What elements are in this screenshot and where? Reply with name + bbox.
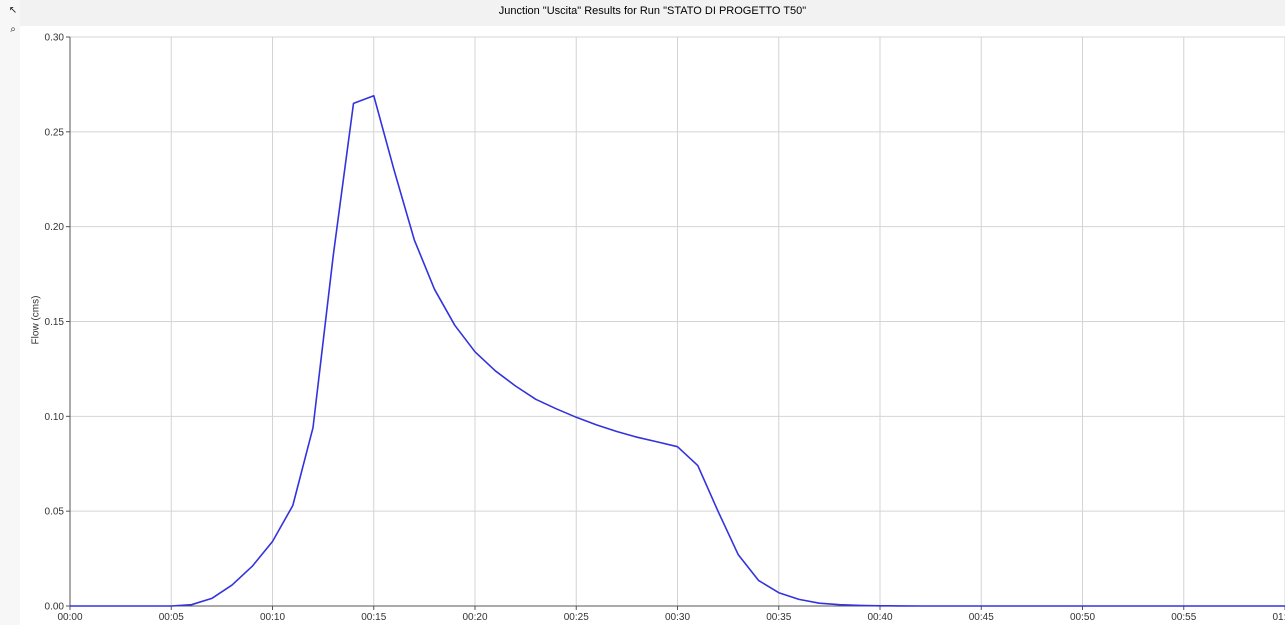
flow-series-line xyxy=(70,95,1285,607)
x-tick-label: 00:45 xyxy=(969,612,994,623)
x-tick-label: 00:15 xyxy=(361,612,386,623)
magnifier-icon[interactable]: ⌕ xyxy=(10,24,16,35)
x-tick-label: 00:50 xyxy=(1070,612,1095,623)
y-tick-label: 0.25 xyxy=(45,127,65,138)
x-tick-label: 00:00 xyxy=(57,612,82,623)
x-tick-label: 00:25 xyxy=(564,612,589,623)
y-tick-label: 0.30 xyxy=(45,33,65,44)
chart-title: Junction "Uscita" Results for Run "STATO… xyxy=(498,5,807,17)
chart-toolbar: ↖ ⌕ xyxy=(0,0,20,625)
x-tick-label: 01:00 xyxy=(1272,612,1285,623)
y-tick-label: 0.00 xyxy=(45,602,65,613)
x-tick-label: 00:35 xyxy=(766,612,791,623)
y-tick-label: 0.20 xyxy=(45,222,65,233)
chart-title-bar xyxy=(20,0,1285,26)
x-tick-label: 00:30 xyxy=(665,612,690,623)
arrow-pointer-icon[interactable]: ↖ xyxy=(8,5,18,16)
y-tick-label: 0.05 xyxy=(45,507,65,518)
x-tick-label: 00:20 xyxy=(462,612,487,623)
x-tick-label: 00:55 xyxy=(1171,612,1196,623)
x-tick-label: 00:10 xyxy=(260,612,285,623)
y-tick-label: 0.10 xyxy=(45,412,65,423)
y-tick-label: 0.15 xyxy=(45,317,65,328)
x-tick-label: 00:05 xyxy=(159,612,184,623)
x-tick-label: 00:40 xyxy=(867,612,892,623)
